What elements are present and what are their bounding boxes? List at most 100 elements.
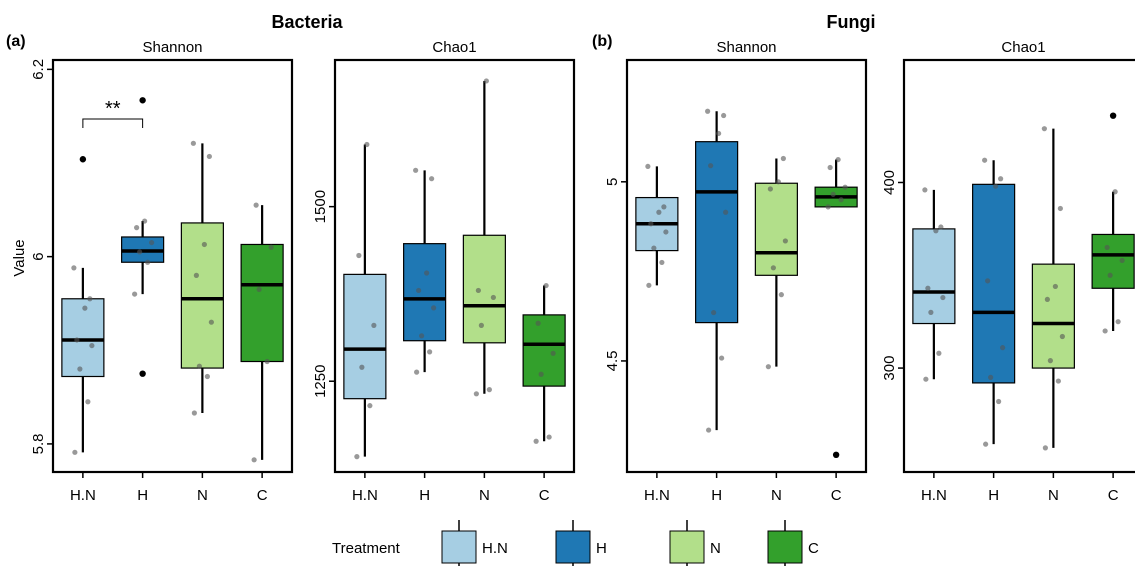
x-tick-label: H — [137, 487, 148, 504]
data-point — [767, 186, 773, 192]
data-point — [1112, 189, 1118, 195]
box-h — [695, 108, 739, 433]
group-title-fungi: Fungi — [827, 12, 876, 32]
box-iqr — [912, 228, 956, 325]
x-tick-label: H.N — [352, 487, 378, 504]
data-point — [535, 320, 541, 326]
data-point — [1041, 126, 1047, 132]
data-point — [371, 322, 377, 328]
data-point — [85, 399, 91, 405]
box-c — [240, 202, 284, 463]
box-h — [972, 157, 1016, 447]
data-point — [1042, 445, 1048, 451]
legend: Treatment H.N H N C — [332, 520, 819, 566]
x-tick-label: N — [197, 487, 208, 504]
data-point — [364, 141, 370, 148]
outlier-point — [79, 156, 87, 163]
box-iqr — [1091, 233, 1135, 289]
x-tick-label: C — [1108, 487, 1119, 504]
data-point — [928, 309, 934, 315]
x-tick-label: H — [988, 487, 999, 504]
panel-letter-b: (b) — [592, 33, 612, 50]
data-point — [1057, 205, 1063, 212]
box-iqr — [240, 243, 284, 363]
box-c — [522, 282, 566, 444]
legend-swatch — [669, 530, 705, 564]
data-point — [1055, 378, 1061, 384]
data-point — [708, 163, 714, 169]
data-point — [145, 259, 151, 265]
data-point — [196, 363, 202, 369]
data-point — [838, 197, 844, 203]
data-point — [940, 294, 946, 301]
panel-frame — [902, 58, 1135, 474]
data-point — [414, 369, 420, 375]
box-iqr — [61, 298, 105, 378]
outlier-point — [139, 97, 146, 104]
data-point — [723, 209, 729, 215]
outlier-point — [139, 370, 146, 377]
data-point — [782, 238, 788, 244]
panel-fungi-chao1: Chao1 300 400 H.N H N C — [881, 39, 1135, 504]
panel-letter-a: (a) — [6, 33, 26, 50]
x-tick-label: H.N — [921, 487, 947, 504]
data-point — [1047, 358, 1053, 364]
data-point — [251, 457, 257, 463]
data-point — [661, 204, 667, 210]
legend-label: H.N — [482, 540, 508, 557]
data-point — [825, 204, 831, 210]
box-iqr — [462, 234, 506, 344]
box-h — [403, 167, 447, 375]
data-point — [543, 282, 549, 289]
data-point — [431, 305, 437, 311]
legend-entry-h: H — [555, 520, 607, 566]
data-point — [533, 438, 539, 444]
data-point — [356, 252, 362, 259]
data-point — [264, 358, 270, 365]
box-h.n — [61, 265, 105, 455]
data-point — [486, 387, 492, 393]
box-c — [1091, 189, 1135, 334]
data-point — [706, 427, 712, 433]
data-point — [721, 112, 727, 119]
data-point — [778, 292, 784, 298]
data-point — [359, 364, 365, 370]
data-point — [72, 449, 78, 455]
data-point — [490, 294, 496, 301]
data-point — [996, 398, 1002, 405]
y-tick-label: 5.8 — [30, 433, 47, 454]
panels: Shannon ** 5.8 6 6.2 H.N H N C Chao1 1250 1500 H.N H N… — [30, 39, 1135, 504]
data-point — [1044, 296, 1050, 303]
box-h.n — [912, 187, 956, 382]
data-point — [87, 296, 93, 302]
data-point — [659, 259, 665, 266]
panel-frame — [625, 58, 868, 474]
x-tick-label: N — [771, 487, 782, 504]
group-title-bacteria: Bacteria — [271, 12, 343, 32]
data-point — [651, 245, 657, 251]
x-tick-label: H.N — [644, 487, 670, 504]
data-point — [1059, 333, 1065, 340]
legend-label: C — [808, 540, 819, 557]
data-point — [142, 218, 148, 224]
legend-swatch — [555, 530, 591, 564]
data-point — [988, 374, 994, 380]
outlier-point — [1109, 112, 1117, 119]
data-point — [1115, 319, 1121, 325]
data-point — [206, 153, 212, 160]
data-point — [998, 176, 1004, 182]
data-point — [132, 291, 138, 297]
data-point — [193, 272, 199, 278]
x-tick-label: C — [831, 487, 842, 504]
panel-title: Chao1 — [1001, 39, 1045, 56]
data-point — [429, 176, 435, 182]
data-point — [780, 155, 786, 162]
x-tick-label: C — [257, 487, 268, 504]
data-point — [71, 265, 77, 271]
significance-label: ** — [105, 98, 121, 120]
data-point — [765, 364, 771, 370]
data-point — [1107, 272, 1113, 278]
data-point — [204, 373, 210, 380]
y-tick-label: 6.2 — [30, 59, 47, 80]
data-point — [835, 156, 841, 163]
